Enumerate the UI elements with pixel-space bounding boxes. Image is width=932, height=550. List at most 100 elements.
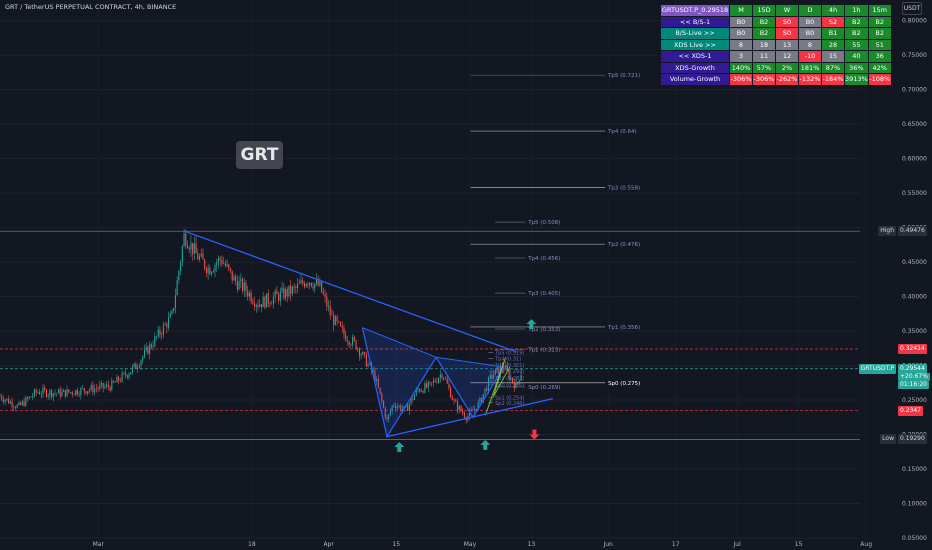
candle <box>216 262 218 266</box>
candle <box>472 409 474 411</box>
table-cell: -306% <box>729 73 753 86</box>
candle <box>92 385 94 393</box>
candle <box>491 374 493 378</box>
candle <box>315 279 318 284</box>
table-cell: -262% <box>775 73 799 86</box>
price-tag: 0.49476 <box>898 226 927 237</box>
candle <box>102 383 104 388</box>
candle <box>195 243 197 254</box>
candle <box>436 381 438 383</box>
candle <box>49 390 51 395</box>
candle <box>0 395 1 397</box>
candle <box>180 261 182 271</box>
candle <box>381 393 383 402</box>
currency-button[interactable]: USDT <box>902 2 922 15</box>
candle <box>443 377 445 379</box>
candle <box>202 253 204 260</box>
candle <box>269 303 271 305</box>
table-cell: 2% <box>775 61 799 74</box>
symbol-badge: GRT <box>236 141 283 169</box>
candle <box>345 334 347 341</box>
pattern-fill <box>436 357 504 418</box>
table-cell: 55 <box>844 38 869 51</box>
candle <box>155 336 158 337</box>
candle <box>482 394 484 402</box>
candle <box>321 281 323 293</box>
table-column-header: 4h <box>821 4 845 17</box>
table-column-header: D <box>798 4 822 17</box>
candle <box>444 378 447 380</box>
table-column-header: 1h <box>844 4 869 17</box>
table-cell: B1 <box>821 27 845 40</box>
candle <box>219 258 221 261</box>
candle <box>266 293 268 308</box>
small-pattern <box>484 357 511 416</box>
candle <box>176 280 178 296</box>
candle <box>415 389 417 396</box>
table-cell: 140% <box>729 61 753 74</box>
candle <box>197 253 199 260</box>
candle <box>18 402 20 405</box>
candle <box>207 267 209 274</box>
candle <box>420 390 422 392</box>
candle <box>481 397 483 402</box>
candle <box>334 316 336 326</box>
candle <box>61 391 63 397</box>
candle <box>391 405 393 412</box>
candle <box>439 374 441 379</box>
candle <box>281 287 283 292</box>
candle <box>355 340 357 349</box>
candle <box>510 377 512 379</box>
candle <box>360 354 362 356</box>
candle <box>149 344 151 354</box>
signal-arrows <box>394 319 540 452</box>
chart-title: GRT / TetherUS PERPETUAL CONTRACT, 4h, B… <box>5 3 177 11</box>
candle <box>200 253 202 257</box>
candle <box>288 285 290 297</box>
candle <box>403 406 405 409</box>
candle <box>131 366 133 373</box>
y-tick-label: 0.80000 <box>902 18 927 25</box>
x-tick-label: Jun <box>602 541 613 548</box>
table-row: XDS-Growth 140% 57% 2% 181% 87% 36% 42% <box>660 61 892 74</box>
candle <box>190 242 192 250</box>
wedge-upper-line <box>184 230 517 353</box>
candle <box>290 285 292 294</box>
fib-label: Sp0 (0.275) <box>608 381 640 387</box>
candle <box>28 396 30 399</box>
candle <box>283 287 285 299</box>
candle <box>271 303 273 305</box>
candle <box>322 292 324 295</box>
x-tick-label: 15 <box>392 541 400 548</box>
table-row-label: B/S-Live >> <box>660 27 730 40</box>
candle <box>118 376 120 381</box>
table-cell: 13 <box>775 38 799 51</box>
candle <box>186 245 189 249</box>
fib-levels: Tp5 (0.721) Tp4 (0.64) Tp3 (0.558) Tp5 (0.5… <box>470 73 640 407</box>
candle <box>111 380 113 391</box>
candle <box>486 388 488 391</box>
candle <box>305 283 307 287</box>
pattern-leg <box>362 327 437 358</box>
candle <box>56 393 58 394</box>
candle <box>169 313 171 318</box>
fib-label: Tp3 (0.405) <box>527 291 560 297</box>
candle <box>453 400 455 401</box>
candle <box>32 395 34 398</box>
table-cell: 42% <box>867 61 892 74</box>
candle <box>487 377 490 391</box>
candle <box>20 402 22 405</box>
candle <box>307 283 309 285</box>
candle <box>352 337 354 345</box>
table-cell: B0 <box>729 15 753 28</box>
x-tick-label: 17 <box>672 541 680 548</box>
table-cell: -10 <box>798 50 822 63</box>
candle <box>338 321 340 323</box>
table-row-label: XDS-Growth <box>660 61 730 74</box>
candle <box>204 259 206 269</box>
candle <box>429 382 431 383</box>
candle <box>474 408 476 411</box>
up-arrow-icon <box>526 319 537 330</box>
candle <box>97 388 99 390</box>
